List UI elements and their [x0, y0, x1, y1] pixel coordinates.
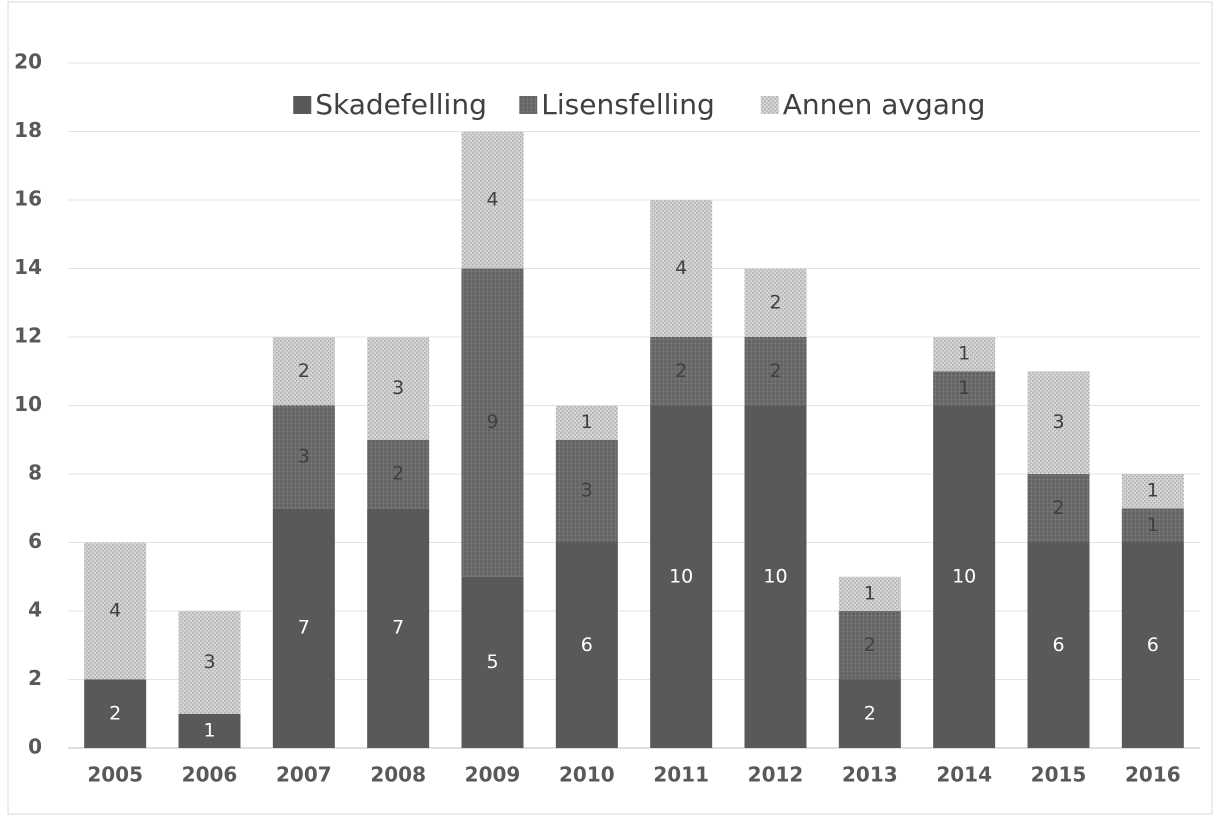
data-label: 7 [298, 617, 310, 639]
bar-segment [650, 337, 713, 406]
data-label: 1 [864, 582, 876, 604]
data-label: 10 [763, 565, 787, 587]
data-label: 7 [392, 617, 404, 639]
bar-segment [272, 337, 335, 406]
bar-segment [367, 508, 430, 748]
bar-segment [650, 405, 713, 748]
y-tick-label: 16 [14, 187, 42, 211]
y-tick-label: 12 [14, 324, 42, 348]
y-tick-label: 18 [14, 118, 42, 142]
x-tick-label: 2008 [370, 763, 426, 787]
data-label: 2 [298, 360, 310, 382]
bar-segment [1121, 542, 1184, 748]
bar-segment [933, 405, 996, 748]
bar-segment [272, 508, 335, 748]
data-label: 2 [864, 702, 876, 724]
data-label: 2 [769, 291, 781, 313]
y-tick-label: 6 [28, 529, 42, 553]
bar-segment [461, 131, 524, 269]
x-tick-label: 2013 [842, 763, 898, 787]
data-label: 1 [958, 377, 970, 399]
x-tick-label: 2010 [559, 763, 615, 787]
data-label: 2 [109, 702, 121, 724]
x-tick-label: 2011 [653, 763, 709, 787]
y-tick-label: 4 [28, 598, 42, 622]
data-label: 2 [675, 360, 687, 382]
x-tick-label: 2006 [182, 763, 238, 787]
bar-segment [1027, 542, 1090, 748]
x-tick-label: 2009 [465, 763, 521, 787]
bar-segment [84, 679, 147, 748]
data-label: 3 [392, 377, 404, 399]
legend-label: Skadefelling [315, 88, 487, 121]
bar-segment [1027, 474, 1090, 543]
legend-swatch [293, 96, 312, 114]
data-label: 9 [486, 411, 498, 433]
data-label: 6 [581, 634, 593, 656]
data-label: 4 [109, 600, 121, 622]
data-label: 6 [1147, 634, 1159, 656]
bar-segment [838, 576, 901, 611]
bar-segment [1121, 474, 1184, 509]
x-tick-label: 2007 [276, 763, 332, 787]
bar-segment [461, 268, 524, 577]
x-tick-label: 2014 [936, 763, 992, 787]
data-label: 1 [1147, 480, 1159, 502]
bar-segment [1027, 371, 1090, 474]
data-label: 1 [203, 719, 215, 741]
x-tick-label: 2012 [748, 763, 804, 787]
legend-swatch [760, 96, 779, 114]
data-label: 2 [1052, 497, 1064, 519]
y-tick-label: 20 [14, 50, 42, 74]
bar-segment [178, 713, 241, 748]
data-label: 3 [203, 651, 215, 673]
bar-segment [555, 542, 618, 748]
bar-segment [84, 542, 147, 680]
x-tick-label: 2016 [1125, 763, 1181, 787]
x-tick-label: 2005 [87, 763, 143, 787]
bar-segment [744, 337, 807, 406]
y-tick-label: 8 [28, 461, 42, 485]
y-tick-label: 2 [28, 666, 42, 690]
bar-segment [1121, 508, 1184, 543]
data-label: 10 [952, 565, 976, 587]
data-label: 1 [581, 411, 593, 433]
data-label: 3 [581, 480, 593, 502]
data-label: 2 [769, 360, 781, 382]
bar-segment [555, 405, 618, 440]
bar-segment [272, 405, 335, 509]
bar-segment [650, 200, 713, 337]
data-label: 1 [1147, 514, 1159, 536]
data-label: 5 [486, 651, 498, 673]
y-tick-label: 14 [14, 255, 42, 279]
bar-segment [933, 337, 996, 372]
bar-segment [933, 371, 996, 406]
y-tick-label: 0 [28, 735, 42, 759]
bar-segment [367, 439, 430, 509]
bar-segment [555, 439, 618, 543]
bar-segment [744, 405, 807, 748]
data-label: 4 [675, 257, 687, 279]
data-label: 3 [298, 445, 310, 467]
legend-label: Annen avgang [783, 88, 986, 121]
data-label: 10 [669, 565, 693, 587]
data-label: 2 [392, 463, 404, 485]
bar-segment [838, 679, 901, 748]
legend-label: Lisensfelling [541, 88, 714, 121]
bar-segment [178, 611, 241, 714]
data-label: 6 [1052, 634, 1064, 656]
bar-segment [367, 337, 430, 440]
data-label: 4 [486, 189, 498, 211]
data-label: 3 [1052, 411, 1064, 433]
bar-segment [838, 611, 901, 680]
y-tick-label: 10 [14, 392, 42, 416]
bar-segment [744, 268, 807, 337]
legend-swatch [519, 96, 538, 114]
x-tick-label: 2015 [1031, 763, 1087, 787]
data-label: 2 [864, 634, 876, 656]
bar-segment [461, 576, 524, 748]
data-label: 1 [958, 343, 970, 365]
